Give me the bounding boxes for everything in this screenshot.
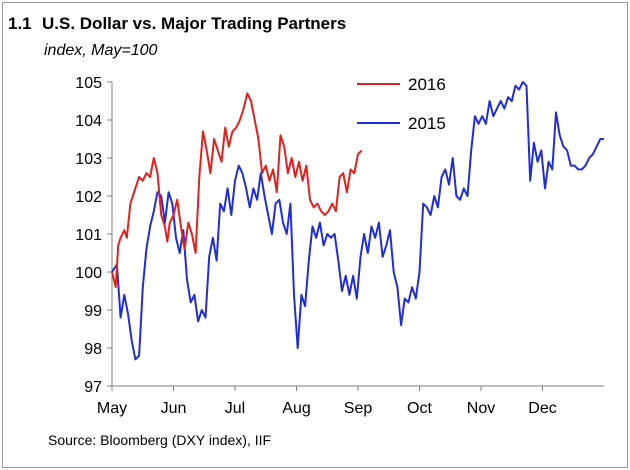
y-tick-label: 97 [84,379,102,396]
series-line-2016 [111,92,363,289]
series-layer [111,81,604,361]
x-tick-label: Dec [528,400,556,417]
x-tick-label: Oct [407,400,432,417]
y-tick-label: 100 [75,265,102,282]
chart-subtitle: index, May=100 [44,42,158,59]
y-tick-label: 103 [75,151,102,168]
y-tick-label: 98 [84,341,102,358]
x-tick-label: Nov [467,400,495,417]
chart-title: U.S. Dollar vs. Major Trading Partners [42,14,347,33]
y-axis: 97 98 99 100 101 102 103 104 105 [75,75,113,396]
series-line-2015 [111,81,604,361]
x-tick-label: May [97,400,127,417]
figure-number: 1.1 [8,14,32,33]
y-tick-label: 104 [75,113,102,130]
y-tick-label: 102 [75,189,102,206]
legend: 2016 2015 [357,75,446,133]
x-tick-label: Sep [344,400,373,417]
x-axis: May Jun Jul Aug Sep Oct Nov Dec [97,385,604,417]
x-tick-label: Aug [282,400,310,417]
legend-label-2016: 2016 [408,75,446,94]
source-note: Source: Bloomberg (DXY index), IIF [48,432,272,448]
x-tick-label: Jul [225,400,245,417]
y-tick-label: 101 [75,227,102,244]
x-tick-label: Jun [161,400,187,417]
legend-label-2015: 2015 [408,114,446,133]
y-tick-label: 99 [84,303,102,320]
y-tick-label: 105 [75,75,102,92]
